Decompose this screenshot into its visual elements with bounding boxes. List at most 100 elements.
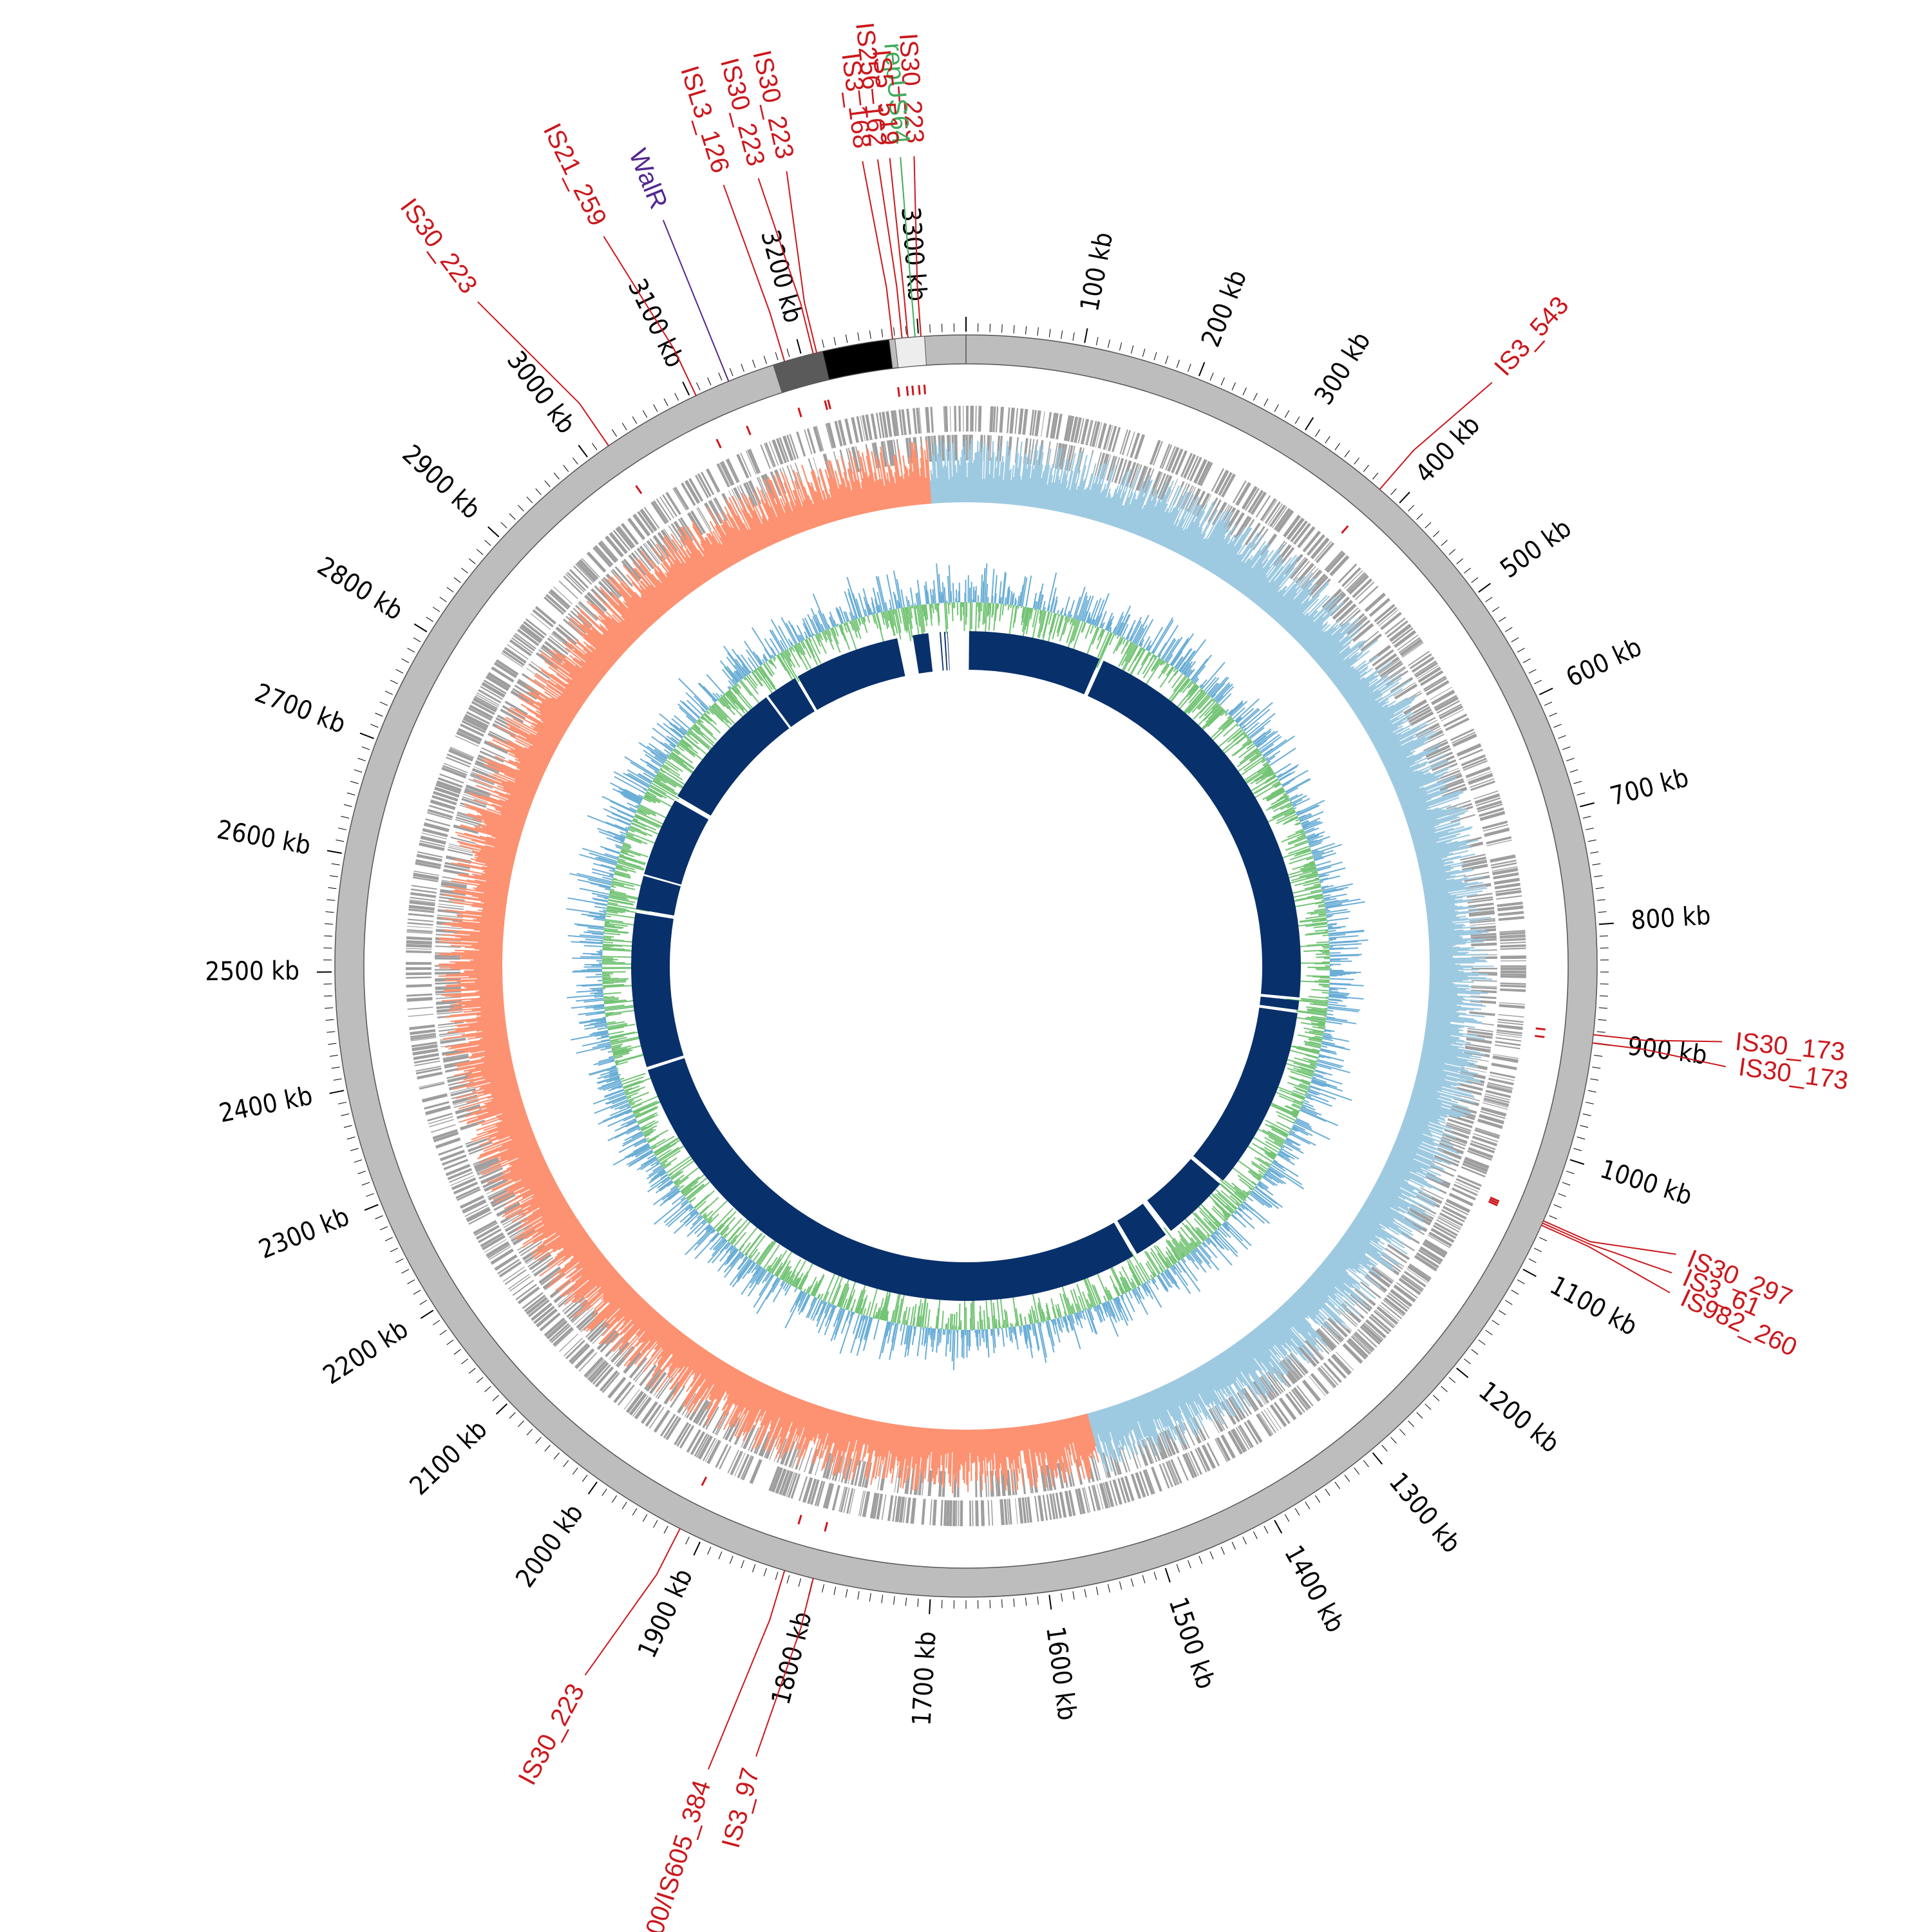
cds-forward (765, 442, 776, 468)
gc-skew-negative (556, 1233, 588, 1256)
gc-skew-positive (1202, 520, 1231, 568)
cds-forward (799, 1476, 808, 1501)
gc-skew-positive (1040, 448, 1052, 509)
gc-skew-negative (764, 1394, 789, 1450)
cds-forward (1500, 982, 1526, 985)
gc-skew-negative (891, 1425, 901, 1484)
gc-skew-negative (508, 1171, 551, 1195)
gc-skew-positive (1379, 744, 1402, 757)
gc-skew-negative (878, 478, 886, 510)
gc-skew-negative (609, 601, 642, 636)
cds-forward (1310, 1372, 1329, 1395)
gc-skew-positive (1048, 482, 1056, 510)
gc-skew-positive (1113, 1405, 1130, 1446)
gc-skew-positive (984, 446, 988, 503)
gc-skew-positive (1416, 1074, 1460, 1086)
gc-skew-negative (826, 498, 835, 522)
gc-skew-positive (1305, 1281, 1341, 1316)
gc-skew-negative (990, 1428, 994, 1476)
gc-content-above (1038, 594, 1043, 610)
gc-skew-negative (842, 1416, 858, 1474)
cds-forward (1484, 1093, 1510, 1101)
gc-skew-negative (921, 1428, 927, 1475)
gc-skew-negative (717, 513, 744, 560)
cds-forward (1139, 1471, 1150, 1497)
cds-forward (952, 1500, 956, 1526)
gc-skew-positive (1363, 697, 1414, 729)
gc-skew-positive (1205, 538, 1226, 570)
gc-skew-negative (650, 584, 671, 610)
gc-skew-positive (1247, 574, 1267, 599)
gc-skew-negative (888, 465, 897, 508)
gc-content-below (993, 603, 997, 631)
gc-skew-negative (852, 1417, 862, 1452)
cds-forward (1408, 650, 1430, 667)
cds-forward (1494, 1044, 1520, 1050)
gc-skew-positive (1335, 1245, 1360, 1265)
cds-forward (466, 1206, 489, 1220)
cds-forward (473, 697, 497, 713)
gc-skew-positive (1322, 647, 1350, 671)
gc-skew-positive (1095, 1410, 1106, 1443)
gc-skew-positive (1188, 522, 1210, 560)
gc-skew-positive (1327, 658, 1350, 676)
gc-skew-negative (491, 1164, 548, 1193)
gc-skew-negative (501, 782, 535, 797)
gc-skew-positive (1429, 987, 1466, 991)
gc-content-below (1099, 629, 1104, 638)
gc-skew-negative (654, 1333, 685, 1372)
gc-skew-negative (567, 638, 609, 672)
gc-skew-negative (710, 1365, 732, 1401)
gc-skew-positive (1406, 806, 1457, 824)
gc-content-above (1004, 597, 1007, 605)
gc-skew-negative (493, 1090, 520, 1099)
gc-content-below (978, 602, 980, 612)
cds-forward (419, 1081, 444, 1088)
gc-skew-positive (1164, 1384, 1182, 1419)
gc-skew-negative (441, 996, 504, 1002)
gc-skew-positive (1208, 1360, 1231, 1395)
cds-forward (1464, 1157, 1490, 1170)
gc-skew-positive (1338, 674, 1361, 692)
gc-skew-negative (524, 1197, 565, 1223)
gc-skew-negative (724, 506, 752, 556)
cds-reverse (526, 667, 548, 683)
gc-skew-negative (938, 1428, 943, 1483)
gc-skew-positive (1253, 582, 1270, 603)
gc-skew-positive (1375, 721, 1428, 750)
gc-skew-negative (479, 995, 504, 998)
gc-skew-positive (974, 452, 978, 503)
gc-skew-positive (1309, 1276, 1351, 1314)
gc-skew-negative (822, 1412, 840, 1469)
gc-skew-negative (813, 504, 822, 526)
gc-skew-negative (493, 1171, 551, 1201)
gc-skew-negative (889, 1425, 899, 1474)
gc-skew-positive (1398, 1132, 1423, 1143)
gc-skew-positive (1194, 511, 1225, 564)
cds-reverse (614, 1345, 632, 1365)
gc-skew-negative (726, 1371, 743, 1399)
gc-skew-negative (539, 1216, 577, 1242)
cds-reverse (813, 457, 821, 482)
gc-skew-negative (753, 1387, 774, 1430)
gc-content-below (1010, 605, 1012, 608)
minor-tick (366, 1193, 374, 1197)
gc-skew-negative (779, 1394, 790, 1418)
cds-forward (1086, 420, 1094, 446)
gc-skew-negative (459, 825, 520, 844)
gc-skew-positive (1019, 462, 1027, 506)
cds-forward (730, 1450, 743, 1475)
gc-skew-positive (1242, 559, 1269, 594)
gc-skew-positive (1285, 612, 1304, 632)
minor-tick (338, 828, 347, 831)
gc-skew-negative (476, 773, 535, 798)
cds-reverse (1106, 455, 1115, 481)
gc-skew-negative (495, 1124, 531, 1138)
gc-skew-negative (522, 1212, 574, 1245)
gc-skew-negative (659, 554, 690, 594)
gc-skew-positive (989, 440, 994, 504)
cds-reverse (1259, 533, 1278, 556)
gc-skew-positive (1350, 673, 1403, 708)
cds-forward (1387, 620, 1408, 638)
gc-skew-positive (1147, 1392, 1160, 1419)
